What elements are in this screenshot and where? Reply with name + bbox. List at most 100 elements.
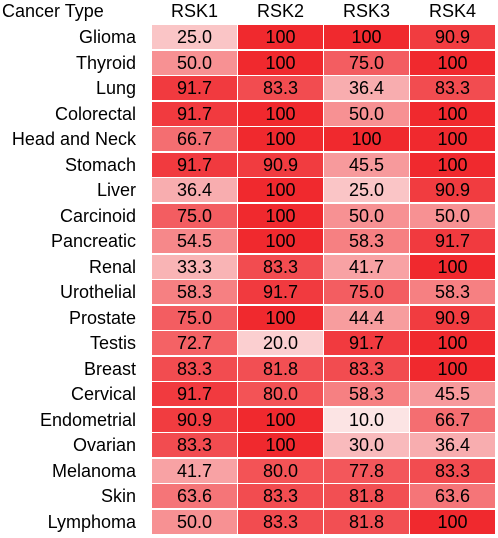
heatmap-cell: 91.7 [152, 152, 237, 177]
row-label-head-and-neck: Head and Neck [11, 129, 136, 149]
heatmap-cell: 50.0 [410, 203, 495, 228]
heatmap-cell: 100 [238, 101, 323, 126]
heatmap-cell: 91.7 [152, 76, 237, 100]
heatmap-cell: 100 [238, 127, 323, 151]
heatmap-cell: 91.7 [152, 101, 237, 126]
heatmap-cell: 100 [238, 178, 323, 202]
heatmap-cell: 91.7 [324, 331, 409, 355]
heatmap-cell: 100 [410, 101, 495, 126]
heatmap-cell: 90.9 [410, 178, 495, 202]
row-label-urothelial: Urothelial [59, 282, 136, 302]
heatmap-cell: 100 [324, 127, 409, 151]
row-label-glioma: Glioma [78, 27, 136, 47]
heatmap-cell: 50.0 [152, 509, 237, 534]
heatmap-cell: 83.3 [238, 484, 323, 508]
heatmap-cell: 58.3 [410, 280, 495, 304]
heatmap-cell: 81.8 [238, 356, 323, 381]
row-label-ovarian: Ovarian [72, 435, 136, 455]
heatmap-cell: 63.6 [410, 484, 495, 508]
row-label-liver: Liver [96, 180, 136, 200]
heatmap-cell: 58.3 [324, 382, 409, 406]
heatmap-cell: 75.0 [152, 203, 237, 228]
row-label-lung: Lung [95, 78, 136, 98]
heatmap-cell: 100 [410, 509, 495, 534]
heatmap-cell: 36.4 [152, 178, 237, 202]
heatmap-cell: 83.3 [238, 509, 323, 534]
row-label-breast: Breast [83, 358, 136, 379]
heatmap-cell: 90.9 [238, 152, 323, 177]
heatmap-cell: 81.8 [324, 484, 409, 508]
heatmap-cell: 50.0 [324, 203, 409, 228]
heatmap-cell: 91.7 [238, 280, 323, 304]
row-label-testis: Testis [89, 333, 136, 353]
heatmap-cell: 100 [238, 25, 323, 49]
heatmap-cell: 100 [238, 50, 323, 75]
row-header: Cancer Type [2, 1, 104, 21]
heatmap-cell: 100 [410, 356, 495, 381]
heatmap-cell: 33.3 [152, 254, 237, 279]
heatmap-cell: 25.0 [324, 178, 409, 202]
heatmap-cell: 10.0 [324, 407, 409, 432]
heatmap-cell: 75.0 [324, 280, 409, 304]
row-label-endometrial: Endometrial [39, 409, 136, 430]
heatmap-cell: 45.5 [324, 152, 409, 177]
heatmap-cell: 41.7 [324, 254, 409, 279]
heatmap-cell: 58.3 [152, 280, 237, 304]
heatmap-cell: 20.0 [238, 331, 323, 355]
heatmap-cell: 83.3 [152, 433, 237, 457]
heatmap-cell: 83.3 [238, 76, 323, 100]
row-label-melanoma: Melanoma [51, 460, 136, 481]
row-label-carcinoid: Carcinoid [59, 205, 136, 226]
heatmap-cell: 100 [238, 229, 323, 253]
heatmap-cell: 90.9 [152, 407, 237, 432]
heatmap-cell: 90.9 [410, 25, 495, 49]
heatmap-cell: 44.4 [324, 305, 409, 330]
row-label-cervical: Cervical [70, 384, 136, 404]
heatmap-cell: 66.7 [152, 127, 237, 151]
heatmap-cell: 30.0 [324, 433, 409, 457]
heatmap-cell: 81.8 [324, 509, 409, 534]
heatmap-cell: 100 [238, 305, 323, 330]
heatmap-cell: 83.3 [324, 356, 409, 381]
row-label-stomach: Stomach [64, 154, 136, 175]
heatmap-cell: 90.9 [410, 305, 495, 330]
heatmap-cell: 41.7 [152, 458, 237, 483]
column-header-rsk2: RSK2 [256, 1, 305, 21]
heatmap-cell: 54.5 [152, 229, 237, 253]
heatmap-cell: 75.0 [324, 50, 409, 75]
heatmap-cell: 100 [238, 433, 323, 457]
row-label-prostate: Prostate [68, 307, 136, 328]
heatmap-cell: 75.0 [152, 305, 237, 330]
heatmap-cell: 83.3 [238, 254, 323, 279]
heatmap-cell: 100 [410, 331, 495, 355]
heatmap-cell: 63.6 [152, 484, 237, 508]
heatmap-cell: 45.5 [410, 382, 495, 406]
heatmap-cell: 83.3 [152, 356, 237, 381]
heatmap-cell: 36.4 [410, 433, 495, 457]
heatmap-cell: 91.7 [410, 229, 495, 253]
heatmap-cell: 83.3 [410, 76, 495, 100]
heatmap-cell: 66.7 [410, 407, 495, 432]
heatmap-cell: 100 [324, 25, 409, 49]
column-header-rsk3: RSK3 [342, 1, 391, 21]
heatmap-cell: 72.7 [152, 331, 237, 355]
column-header-rsk4: RSK4 [428, 1, 477, 21]
heatmap-cell: 50.0 [324, 101, 409, 126]
heatmap-cell: 100 [238, 407, 323, 432]
heatmap-cell: 100 [410, 50, 495, 75]
heatmap-cell: 100 [410, 152, 495, 177]
row-label-renal: Renal [88, 256, 136, 277]
heatmap-cell: 77.8 [324, 458, 409, 483]
row-label-thyroid: Thyroid [75, 52, 136, 73]
heatmap-cell: 91.7 [152, 382, 237, 406]
row-label-colorectal: Colorectal [54, 103, 136, 124]
heatmap-cell: 100 [410, 254, 495, 279]
heatmap-cell: 80.0 [238, 382, 323, 406]
heatmap-cell: 36.4 [324, 76, 409, 100]
row-label-pancreatic: Pancreatic [50, 231, 136, 251]
heatmap-cell: 100 [238, 203, 323, 228]
row-label-lymphoma: Lymphoma [47, 511, 136, 532]
row-label-skin: Skin [100, 486, 136, 506]
heatmap-cell: 80.0 [238, 458, 323, 483]
